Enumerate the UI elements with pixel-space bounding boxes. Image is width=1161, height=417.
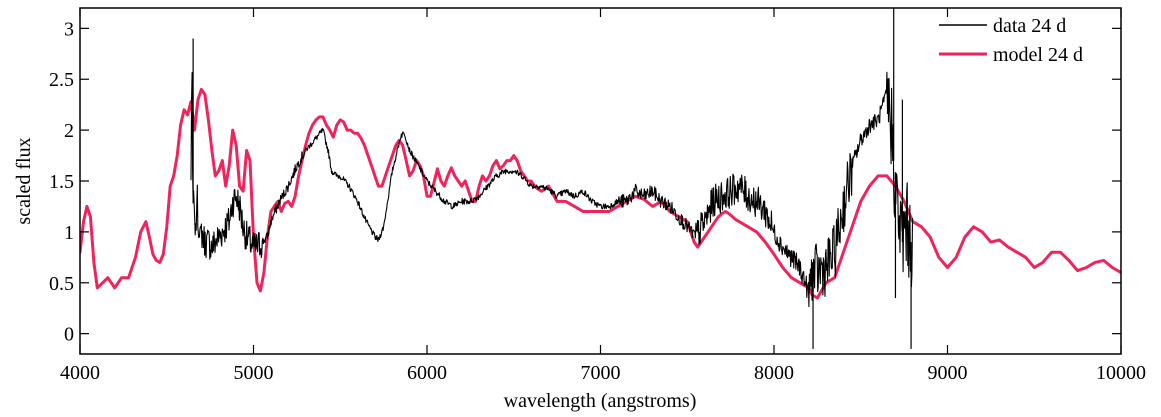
y-tick-label: 2.5: [49, 69, 74, 91]
y-tick-label: 0: [64, 324, 74, 346]
series-line-data: [190, 71, 914, 308]
tick-layer: [79, 8, 1122, 354]
y-tick-label: 1: [64, 222, 74, 244]
y-tick-label: 2: [64, 120, 74, 142]
x-tick-label: 6000: [407, 362, 447, 384]
plot-area: [80, 8, 1121, 354]
x-tick-label: 10000: [1096, 362, 1146, 384]
x-tick-label: 5000: [234, 362, 274, 384]
series-layer: [80, 8, 1121, 349]
x-tick-label: 7000: [581, 362, 621, 384]
x-axis-label: wavelength (angstroms): [504, 390, 697, 412]
tick-label-layer: 4000 5000 6000 7000 8000 9000 10000 0 0.5 1 1.5 2 2.…: [49, 18, 1146, 384]
legend: data 24 d model 24 d: [939, 15, 1083, 66]
x-tick-label: 4000: [60, 362, 100, 384]
y-tick-label: 1.5: [49, 171, 74, 193]
y-tick-label: 0.5: [49, 273, 74, 295]
legend-label-data: data 24 d: [993, 15, 1066, 37]
y-axis-label: scaled flux: [13, 137, 35, 224]
x-tick-label: 8000: [754, 362, 794, 384]
y-tick-label: 3: [64, 18, 74, 40]
legend-label-model: model 24 d: [993, 44, 1083, 66]
x-tick-label: 9000: [928, 362, 968, 384]
